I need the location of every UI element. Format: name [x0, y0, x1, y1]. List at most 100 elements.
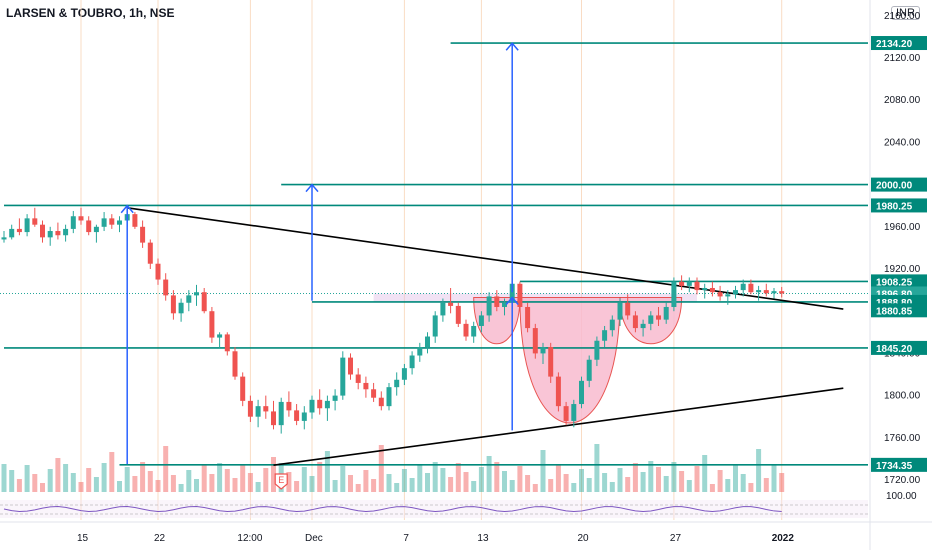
candle-body — [609, 319, 615, 331]
candle-body — [32, 218, 38, 225]
candle-body — [509, 283, 515, 303]
volume-bar — [332, 480, 338, 492]
candle-body — [224, 334, 230, 352]
volume-bar — [178, 484, 184, 492]
volume-bar — [301, 467, 307, 492]
candle-body — [671, 281, 677, 307]
candle-body — [448, 302, 454, 306]
candle-body — [140, 226, 146, 243]
candle-body — [301, 412, 307, 421]
candle-body — [340, 357, 346, 396]
candle-body — [24, 218, 30, 233]
candle-body — [371, 389, 377, 398]
indicator-pane — [0, 500, 868, 518]
volume-bar — [709, 484, 715, 492]
volume-bar — [363, 470, 369, 492]
price-label: 1980.25 — [876, 201, 913, 212]
volume-bar — [1, 464, 7, 492]
volume-bar — [632, 463, 638, 492]
volume-bar — [532, 484, 538, 492]
volume-bar — [132, 476, 138, 492]
candle-body — [740, 283, 746, 291]
candle-body — [471, 325, 477, 337]
volume-bar — [502, 471, 507, 492]
volume-bar — [194, 479, 199, 492]
arrow-head — [120, 204, 134, 214]
volume-bar — [717, 470, 723, 492]
candle-body — [540, 347, 546, 354]
candle-body — [278, 401, 284, 426]
volume-bar — [32, 474, 38, 492]
volume-bar — [117, 481, 122, 492]
candle-body — [286, 401, 292, 411]
cup-pattern — [473, 296, 521, 345]
volume-bar — [186, 470, 192, 492]
price-label: 1880.85 — [876, 306, 913, 317]
volume-bar — [771, 464, 777, 492]
x-tick-label: 13 — [477, 533, 489, 544]
candle-body — [717, 292, 723, 297]
volume-bar — [378, 445, 384, 492]
volume-bar — [24, 465, 30, 492]
volume-bar — [93, 477, 99, 492]
x-tick-label: 7 — [403, 533, 409, 544]
y-tick-label: 1960.00 — [884, 222, 921, 233]
volume-bar — [47, 469, 53, 492]
volume-bar — [509, 480, 515, 492]
candle-body — [517, 283, 523, 307]
candle-body — [163, 279, 169, 296]
price-label: 2134.20 — [876, 39, 913, 50]
candle-body — [779, 291, 785, 294]
volume-bar — [440, 468, 446, 492]
volume-bar — [163, 446, 169, 492]
volume-bar — [625, 477, 631, 492]
price-label: 1845.20 — [876, 344, 913, 355]
candle-body — [132, 214, 138, 227]
candle-body — [117, 220, 122, 225]
volume-bar — [586, 478, 592, 492]
volume-bar — [478, 467, 484, 492]
candle-body — [409, 355, 415, 369]
candle-body — [417, 347, 423, 356]
candle-body — [486, 296, 492, 316]
y-tick-label: 1920.00 — [884, 264, 921, 275]
volume-bar — [525, 475, 531, 492]
volume-bar — [579, 469, 584, 492]
candle-body — [378, 397, 384, 407]
candle-body — [594, 340, 600, 360]
volume-bar — [702, 455, 708, 492]
candle-body — [425, 336, 430, 348]
candle-body — [348, 357, 353, 375]
indicator-tick-label: 100.00 — [886, 491, 917, 502]
price-label-box — [871, 36, 927, 51]
candle-body — [632, 315, 638, 329]
candle-body — [579, 380, 584, 405]
volume-bar — [455, 463, 461, 492]
volume-bar — [471, 481, 477, 492]
x-tick-label: 22 — [154, 533, 166, 544]
volume-bar — [247, 473, 253, 492]
volume-bar — [386, 474, 392, 492]
candle-body — [9, 228, 15, 238]
candle-body — [602, 330, 608, 341]
earnings-marker — [274, 473, 288, 490]
x-tick-label: Dec — [305, 533, 323, 544]
candle-body — [93, 226, 99, 233]
candle-body — [648, 315, 654, 324]
y-tick-label: 1760.00 — [884, 433, 921, 444]
currency-badge[interactable]: INR — [891, 6, 920, 20]
volume-bar — [432, 462, 438, 492]
volume-bar — [463, 472, 469, 492]
chart-title: LARSEN & TOUBRO, 1h, NSE — [6, 6, 175, 20]
volume-bar — [263, 468, 269, 492]
candle-body — [463, 323, 469, 337]
candle-body — [548, 347, 554, 377]
candle-body — [209, 311, 215, 338]
volume-bar — [756, 449, 762, 492]
candle-body — [617, 302, 623, 320]
candle-body — [1, 237, 7, 240]
volume-bar — [86, 468, 92, 492]
candle-body — [625, 302, 631, 316]
y-tick-label: 2080.00 — [884, 95, 921, 106]
